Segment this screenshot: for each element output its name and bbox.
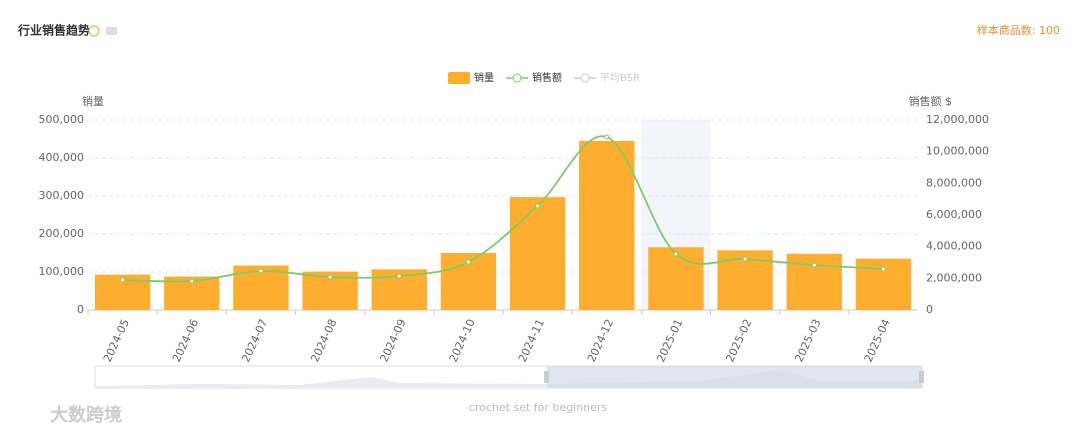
y2-tick-label: 12,000,000 xyxy=(926,113,989,126)
legend-label: 平均BSR xyxy=(600,72,640,84)
y-tick-label: 200,000 xyxy=(39,227,85,240)
legend-swatch xyxy=(512,73,522,83)
x-tick-label: 2024-06 xyxy=(170,317,201,364)
x-tick-label: 2024-05 xyxy=(101,317,132,364)
watermark: 大数跨境 xyxy=(50,404,122,426)
legend-swatch xyxy=(448,72,470,84)
x-tick-label: 2025-04 xyxy=(862,317,893,364)
y-tick-label: 0 xyxy=(77,303,84,316)
legend-label: 销量 xyxy=(474,71,494,84)
legend-swatch xyxy=(580,73,590,83)
x-tick-label: 2024-10 xyxy=(447,317,478,364)
bar xyxy=(786,253,842,310)
x-tick-label: 2025-02 xyxy=(723,317,754,364)
zoom-label: crochet set for beginners xyxy=(469,401,608,414)
line-point xyxy=(327,274,333,280)
x-tick-label: 2024-09 xyxy=(377,317,408,364)
y2-tick-label: 10,000,000 xyxy=(926,145,989,158)
y2-tick-label: 0 xyxy=(926,303,933,316)
line-point xyxy=(189,278,195,284)
x-tick-label: 2024-08 xyxy=(308,317,339,364)
line-point xyxy=(465,259,471,265)
x-tick-label: 2024-12 xyxy=(585,317,616,364)
y-tick-label: 100,000 xyxy=(39,265,85,278)
line-point xyxy=(673,251,679,257)
y-axis-label: 销量 xyxy=(82,94,104,108)
legend-label: 销售额 xyxy=(532,71,562,84)
video-icon[interactable] xyxy=(106,27,117,35)
line-point xyxy=(742,256,748,262)
line-point xyxy=(811,262,817,268)
line-point xyxy=(880,266,886,272)
y2-tick-label: 4,000,000 xyxy=(926,240,982,253)
line-point xyxy=(120,277,126,283)
y2-axis-label: 销售额 $ xyxy=(909,94,953,108)
x-tick-label: 2024-07 xyxy=(239,317,270,364)
bar xyxy=(579,140,635,310)
x-tick-label: 2024-11 xyxy=(516,317,547,364)
help-icon[interactable] xyxy=(88,25,100,37)
bar xyxy=(855,258,912,310)
sample-count: 样本商品数: 100 xyxy=(977,23,1060,37)
y-tick-label: 400,000 xyxy=(39,151,85,164)
bar xyxy=(648,247,704,310)
zoom-handle[interactable] xyxy=(919,371,924,383)
line-point xyxy=(258,268,264,274)
line-point xyxy=(396,273,402,279)
y2-tick-label: 2,000,000 xyxy=(926,271,982,284)
line-point xyxy=(535,203,541,209)
x-tick-label: 2025-01 xyxy=(654,317,685,364)
zoom-window[interactable] xyxy=(547,366,922,388)
y2-tick-label: 8,000,000 xyxy=(926,176,982,189)
zoom-handle[interactable] xyxy=(544,371,549,383)
title: 行业销售趋势 xyxy=(17,23,90,38)
line-point xyxy=(604,134,610,140)
y-tick-label: 500,000 xyxy=(39,113,85,126)
x-tick-label: 2025-03 xyxy=(792,317,823,364)
y-tick-label: 300,000 xyxy=(39,189,85,202)
bar xyxy=(509,197,566,310)
y2-tick-label: 6,000,000 xyxy=(926,208,982,221)
